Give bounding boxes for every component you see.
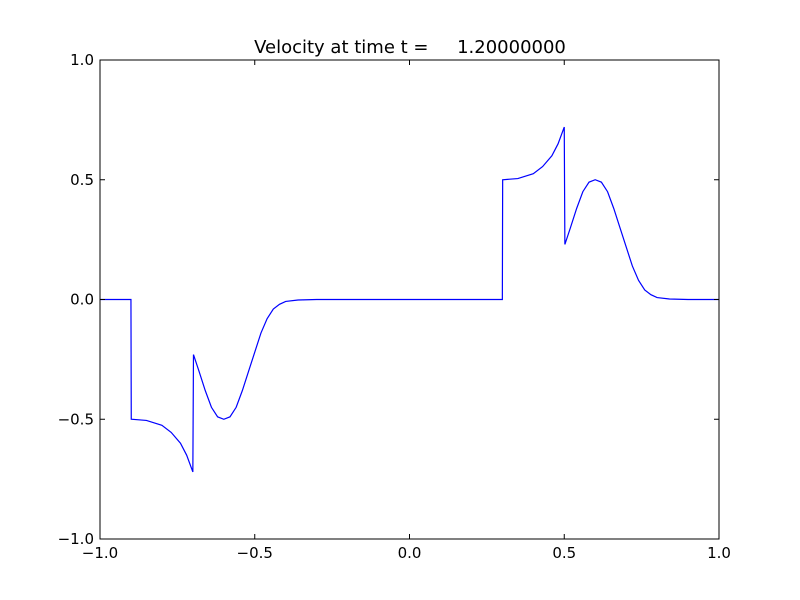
x-tick-label: 0.0 bbox=[398, 544, 422, 562]
data-line bbox=[100, 126, 719, 473]
x-tick-label: 1.0 bbox=[707, 544, 731, 562]
y-tick-label: −0.5 bbox=[58, 410, 94, 428]
y-tick-label: 1.0 bbox=[70, 51, 94, 69]
y-tick-label: −1.0 bbox=[58, 530, 94, 548]
x-tick-label: −0.5 bbox=[237, 544, 273, 562]
chart-title: Velocity at time t = 1.20000000 bbox=[254, 37, 566, 58]
x-tick-label: −1.0 bbox=[82, 544, 118, 562]
y-tick-label: 0.5 bbox=[70, 171, 94, 189]
x-tick-label: 0.5 bbox=[552, 544, 576, 562]
y-tick-label: 0.0 bbox=[70, 291, 94, 309]
